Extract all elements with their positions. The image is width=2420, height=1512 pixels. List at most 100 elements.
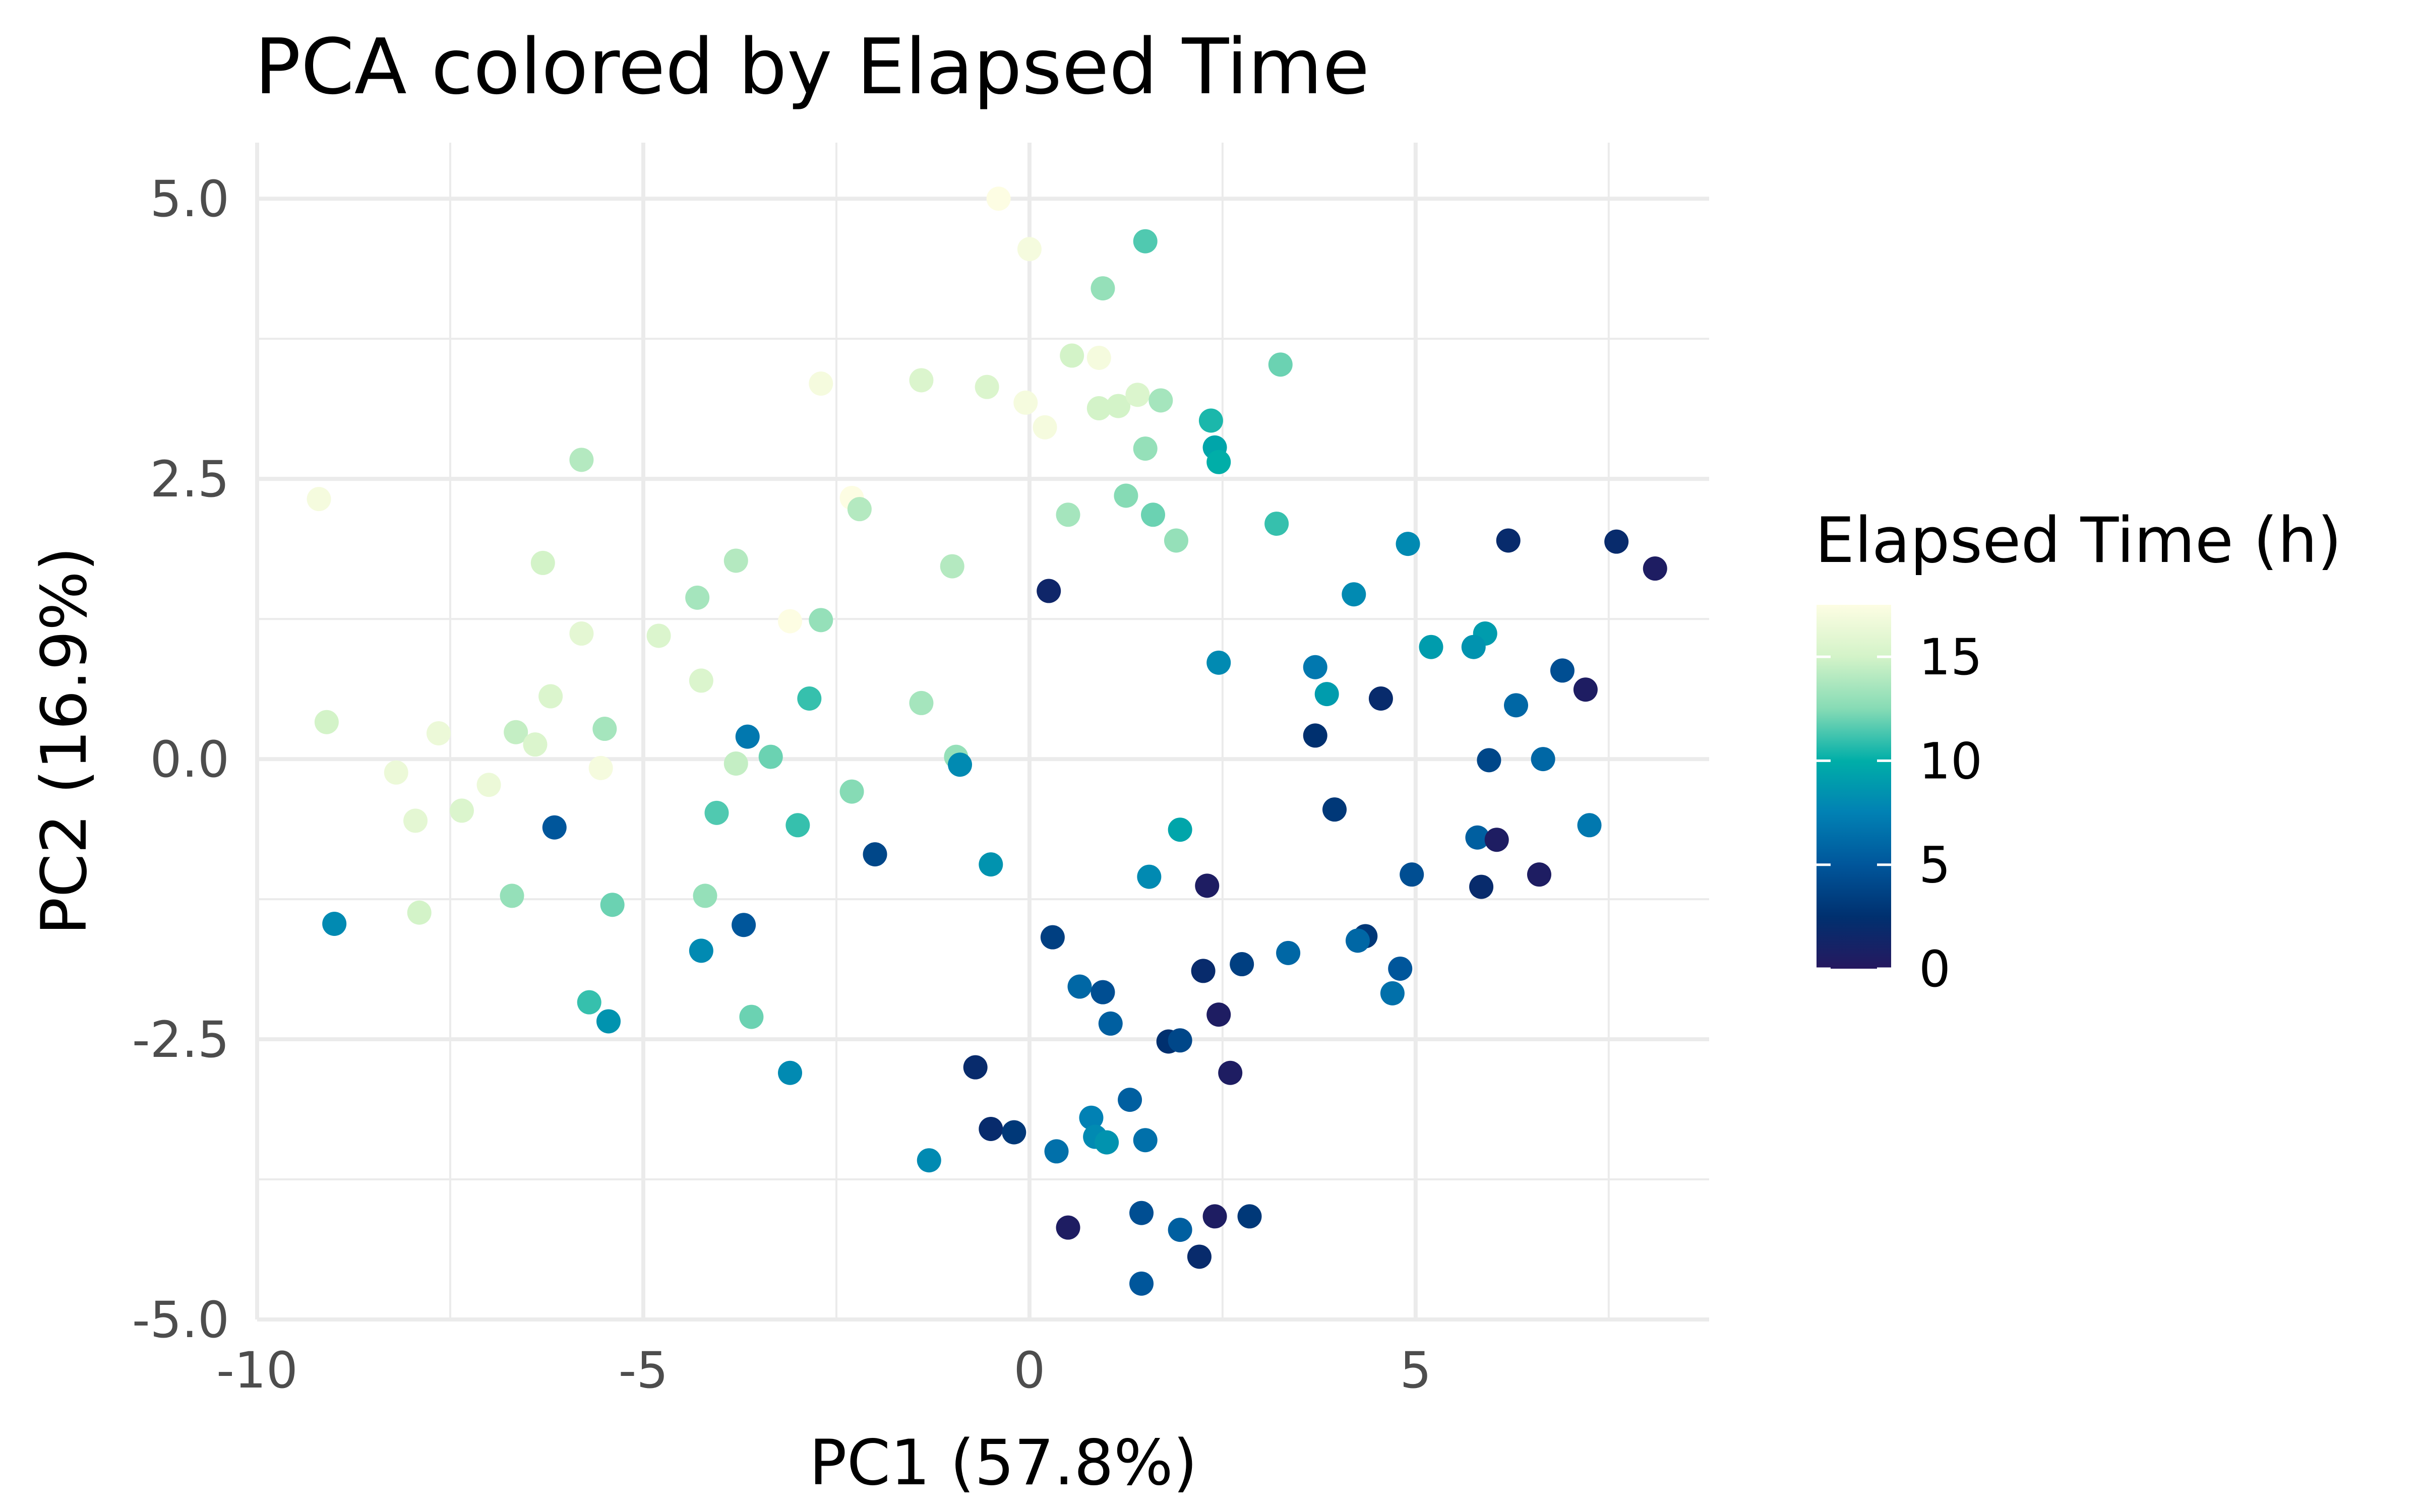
data-point <box>1218 1060 1243 1085</box>
data-point <box>1477 748 1501 773</box>
data-point <box>1086 396 1111 421</box>
data-point <box>693 884 717 908</box>
chart-title: PCA colored by Elapsed Time <box>255 22 1370 111</box>
data-point <box>1303 655 1327 679</box>
data-point <box>1086 345 1111 370</box>
legend-tick-label: 0 <box>1919 940 1951 998</box>
data-point <box>685 585 710 610</box>
data-point <box>403 808 428 833</box>
y-tick-label: -5.0 <box>132 1291 229 1349</box>
data-point <box>785 813 810 838</box>
data-point <box>797 686 822 711</box>
data-point <box>592 717 617 741</box>
data-point <box>449 798 474 823</box>
data-point <box>1604 529 1629 554</box>
data-point <box>909 368 934 393</box>
data-point <box>322 911 347 936</box>
data-point <box>1465 825 1490 850</box>
data-point <box>1303 723 1327 748</box>
data-point <box>1033 415 1057 439</box>
data-point <box>1118 1088 1142 1112</box>
data-point <box>1198 408 1223 433</box>
x-tick-label: -10 <box>216 1342 298 1400</box>
data-point <box>1191 959 1216 983</box>
data-point <box>1380 981 1405 1005</box>
data-point <box>1129 1271 1154 1296</box>
data-point <box>569 621 594 646</box>
data-point <box>1268 352 1293 377</box>
y-tick-label: 0.0 <box>150 731 229 789</box>
data-point <box>1168 1028 1192 1053</box>
data-point <box>1484 828 1509 852</box>
data-point <box>523 732 548 757</box>
data-point <box>1469 874 1494 899</box>
data-point <box>476 773 501 797</box>
data-point <box>723 751 748 776</box>
data-point <box>1531 747 1555 772</box>
data-point <box>778 1060 803 1085</box>
data-point <box>1133 1128 1158 1153</box>
data-point <box>732 913 756 937</box>
data-point <box>1388 956 1413 981</box>
data-point <box>1164 528 1188 553</box>
data-point <box>758 744 783 769</box>
data-point <box>1368 686 1393 711</box>
data-point <box>1129 1201 1154 1225</box>
grid <box>255 143 1709 1321</box>
data-point <box>1550 658 1575 683</box>
data-point <box>1148 388 1173 413</box>
y-tick-label: 2.5 <box>150 451 229 509</box>
legend-tick-label: 10 <box>1919 732 1982 790</box>
data-point <box>1496 528 1521 553</box>
data-point <box>1206 450 1231 474</box>
data-point <box>778 609 803 634</box>
data-point <box>1314 682 1339 707</box>
data-point <box>839 779 864 804</box>
data-point <box>735 724 760 749</box>
y-axis-title: PC2 (16.9%) <box>28 547 101 935</box>
data-point <box>1037 579 1061 603</box>
data-point <box>847 497 872 522</box>
tick-labels: -10 -5 0 5 -5.0 -2.5 0.0 2.5 5.0 <box>132 170 1432 1400</box>
data-point <box>704 800 729 825</box>
data-point <box>863 842 887 867</box>
data-point <box>569 448 594 472</box>
color-legend: Elapsed Time (h) 0 5 10 15 <box>1815 505 2342 998</box>
data-point <box>723 548 748 573</box>
data-point <box>588 755 613 780</box>
data-point <box>1141 502 1166 527</box>
data-point <box>1577 813 1602 838</box>
data-point <box>1202 1204 1227 1229</box>
data-point <box>1079 1105 1104 1130</box>
data-point <box>1114 483 1138 508</box>
data-point <box>1067 974 1092 999</box>
data-point <box>1322 797 1347 822</box>
data-point <box>1264 512 1289 536</box>
data-point <box>1527 862 1551 887</box>
data-point <box>975 374 999 399</box>
data-point <box>1237 1204 1262 1229</box>
data-point <box>1133 229 1158 254</box>
data-point <box>1195 873 1220 898</box>
legend-colorbar <box>1817 605 1891 969</box>
data-point <box>1168 817 1192 842</box>
data-point <box>1504 693 1529 718</box>
data-point <box>1002 1120 1026 1145</box>
data-point <box>1095 1130 1119 1155</box>
data-point <box>542 815 567 840</box>
data-point <box>596 1009 621 1034</box>
legend-title: Elapsed Time (h) <box>1815 505 2342 577</box>
data-point <box>1187 1244 1212 1269</box>
data-point <box>1091 980 1115 1004</box>
data-point <box>1013 390 1038 415</box>
data-point <box>314 710 339 734</box>
data-point <box>940 554 964 579</box>
y-tick-label: 5.0 <box>150 170 229 228</box>
x-tick-label: -5 <box>619 1342 669 1400</box>
legend-tick-label: 5 <box>1919 837 1951 895</box>
scatter-points <box>307 186 1667 1296</box>
data-point <box>1056 1215 1080 1240</box>
data-point <box>1017 237 1042 262</box>
data-point <box>1643 556 1667 581</box>
data-point <box>979 1116 1003 1141</box>
